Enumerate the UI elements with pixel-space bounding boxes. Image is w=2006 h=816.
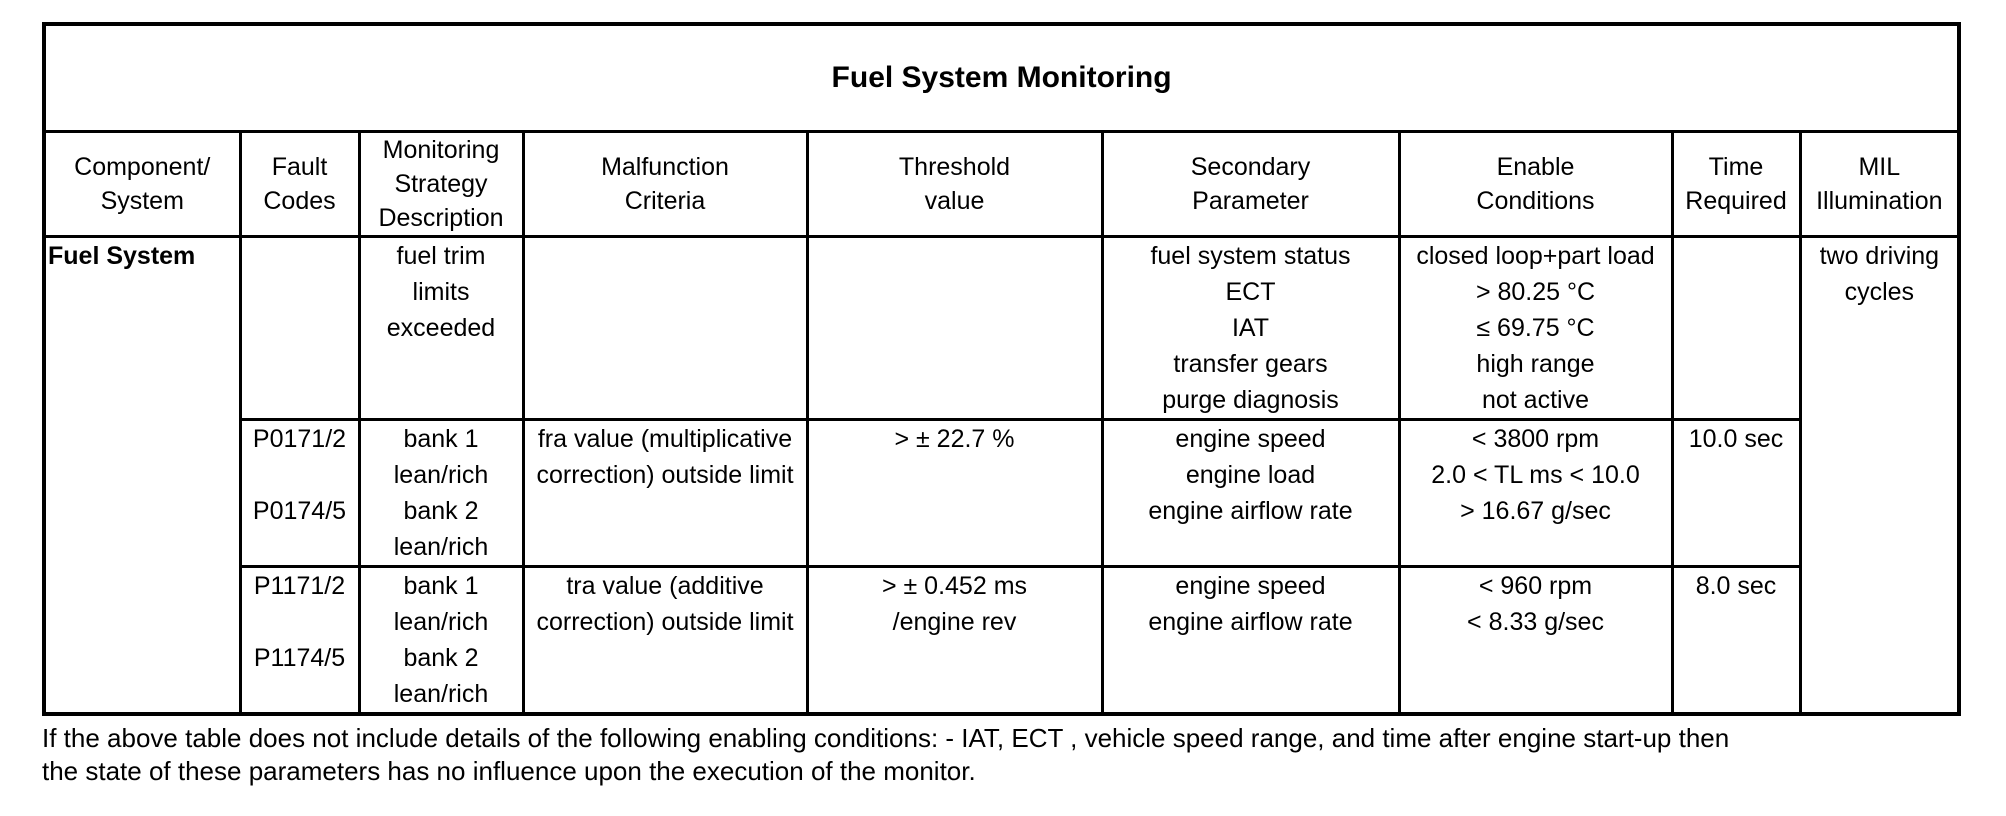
- cell-strategy-row1: fuel trim limits exceeded: [357, 235, 525, 421]
- cell-fault-codes-row2: P0171/2 P0174/5: [238, 418, 361, 568]
- col-header-threshold-value: Threshold value: [805, 130, 1104, 238]
- cell-secondary-row2: engine speed engine load engine airflow …: [1100, 418, 1401, 568]
- col-header-enable-conditions: Enable Conditions: [1397, 130, 1674, 238]
- cell-malfunction-row2: fra value (multiplicative correction) ou…: [521, 418, 809, 568]
- cell-secondary-row1: fuel system status ECT IAT transfer gear…: [1100, 235, 1401, 421]
- table-title: Fuel System Monitoring: [42, 22, 1961, 133]
- cell-threshold-row3: > ± 0.452 ms /engine rev: [805, 565, 1104, 716]
- cell-enable-row3: < 960 rpm < 8.33 g/sec: [1397, 565, 1674, 716]
- table-row: Fuel System fuel trim limits exceeded fu…: [42, 235, 1961, 716]
- footnote-text: If the above table does not include deta…: [42, 723, 1730, 786]
- cell-enable-row2: < 3800 rpm 2.0 < TL ms < 10.0 > 16.67 g/…: [1397, 418, 1674, 568]
- table-row: P0171/2 P0174/5 bank 1 lean/rich bank 2 …: [44, 418, 1959, 568]
- col-header-fault-codes: Fault Codes: [238, 130, 361, 238]
- cell-mil-illumination: two driving cycles: [1798, 235, 1961, 716]
- table-header-row: Component/ System Fault Codes Monitoring…: [42, 130, 1961, 238]
- col-header-secondary-parameter: Secondary Parameter: [1100, 130, 1401, 238]
- cell-enable-row1: closed loop+part load > 80.25 °C ≤ 69.75…: [1397, 235, 1674, 421]
- cell-secondary-row3: engine speed engine airflow rate: [1100, 565, 1401, 716]
- col-header-monitoring-strategy: Monitoring Strategy Description: [357, 130, 525, 238]
- cell-time-row2: 10.0 sec: [1670, 418, 1802, 568]
- cell-time-row3: 8.0 sec: [1670, 565, 1802, 716]
- cell-malfunction-row3: tra value (additive correction) outside …: [521, 565, 809, 716]
- col-header-component-system: Component/ System: [42, 130, 242, 238]
- cell-strategy-row2: bank 1 lean/rich bank 2 lean/rich: [357, 418, 525, 568]
- cell-fault-codes-row1: [238, 235, 361, 421]
- cell-malfunction-row1: [521, 235, 809, 421]
- col-header-mil-illumination: MIL Illumination: [1798, 130, 1961, 238]
- col-header-time-required: Time Required: [1670, 130, 1802, 238]
- fuel-system-monitoring-table: Fuel System Monitoring Component/ System…: [42, 22, 1962, 716]
- table-row: P1171/2 P1174/5 bank 1 lean/rich bank 2 …: [44, 565, 1959, 716]
- table-title-row: Fuel System Monitoring: [42, 22, 1961, 133]
- cell-time-row1: [1670, 235, 1802, 421]
- col-header-malfunction-criteria: Malfunction Criteria: [521, 130, 809, 238]
- cell-threshold-row2: > ± 22.7 %: [805, 418, 1104, 568]
- cell-fault-codes-row3: P1171/2 P1174/5: [238, 565, 361, 716]
- cell-strategy-row3: bank 1 lean/rich bank 2 lean/rich: [357, 565, 525, 716]
- cell-threshold-row1: [805, 235, 1104, 421]
- cell-component-system: Fuel System: [42, 235, 242, 716]
